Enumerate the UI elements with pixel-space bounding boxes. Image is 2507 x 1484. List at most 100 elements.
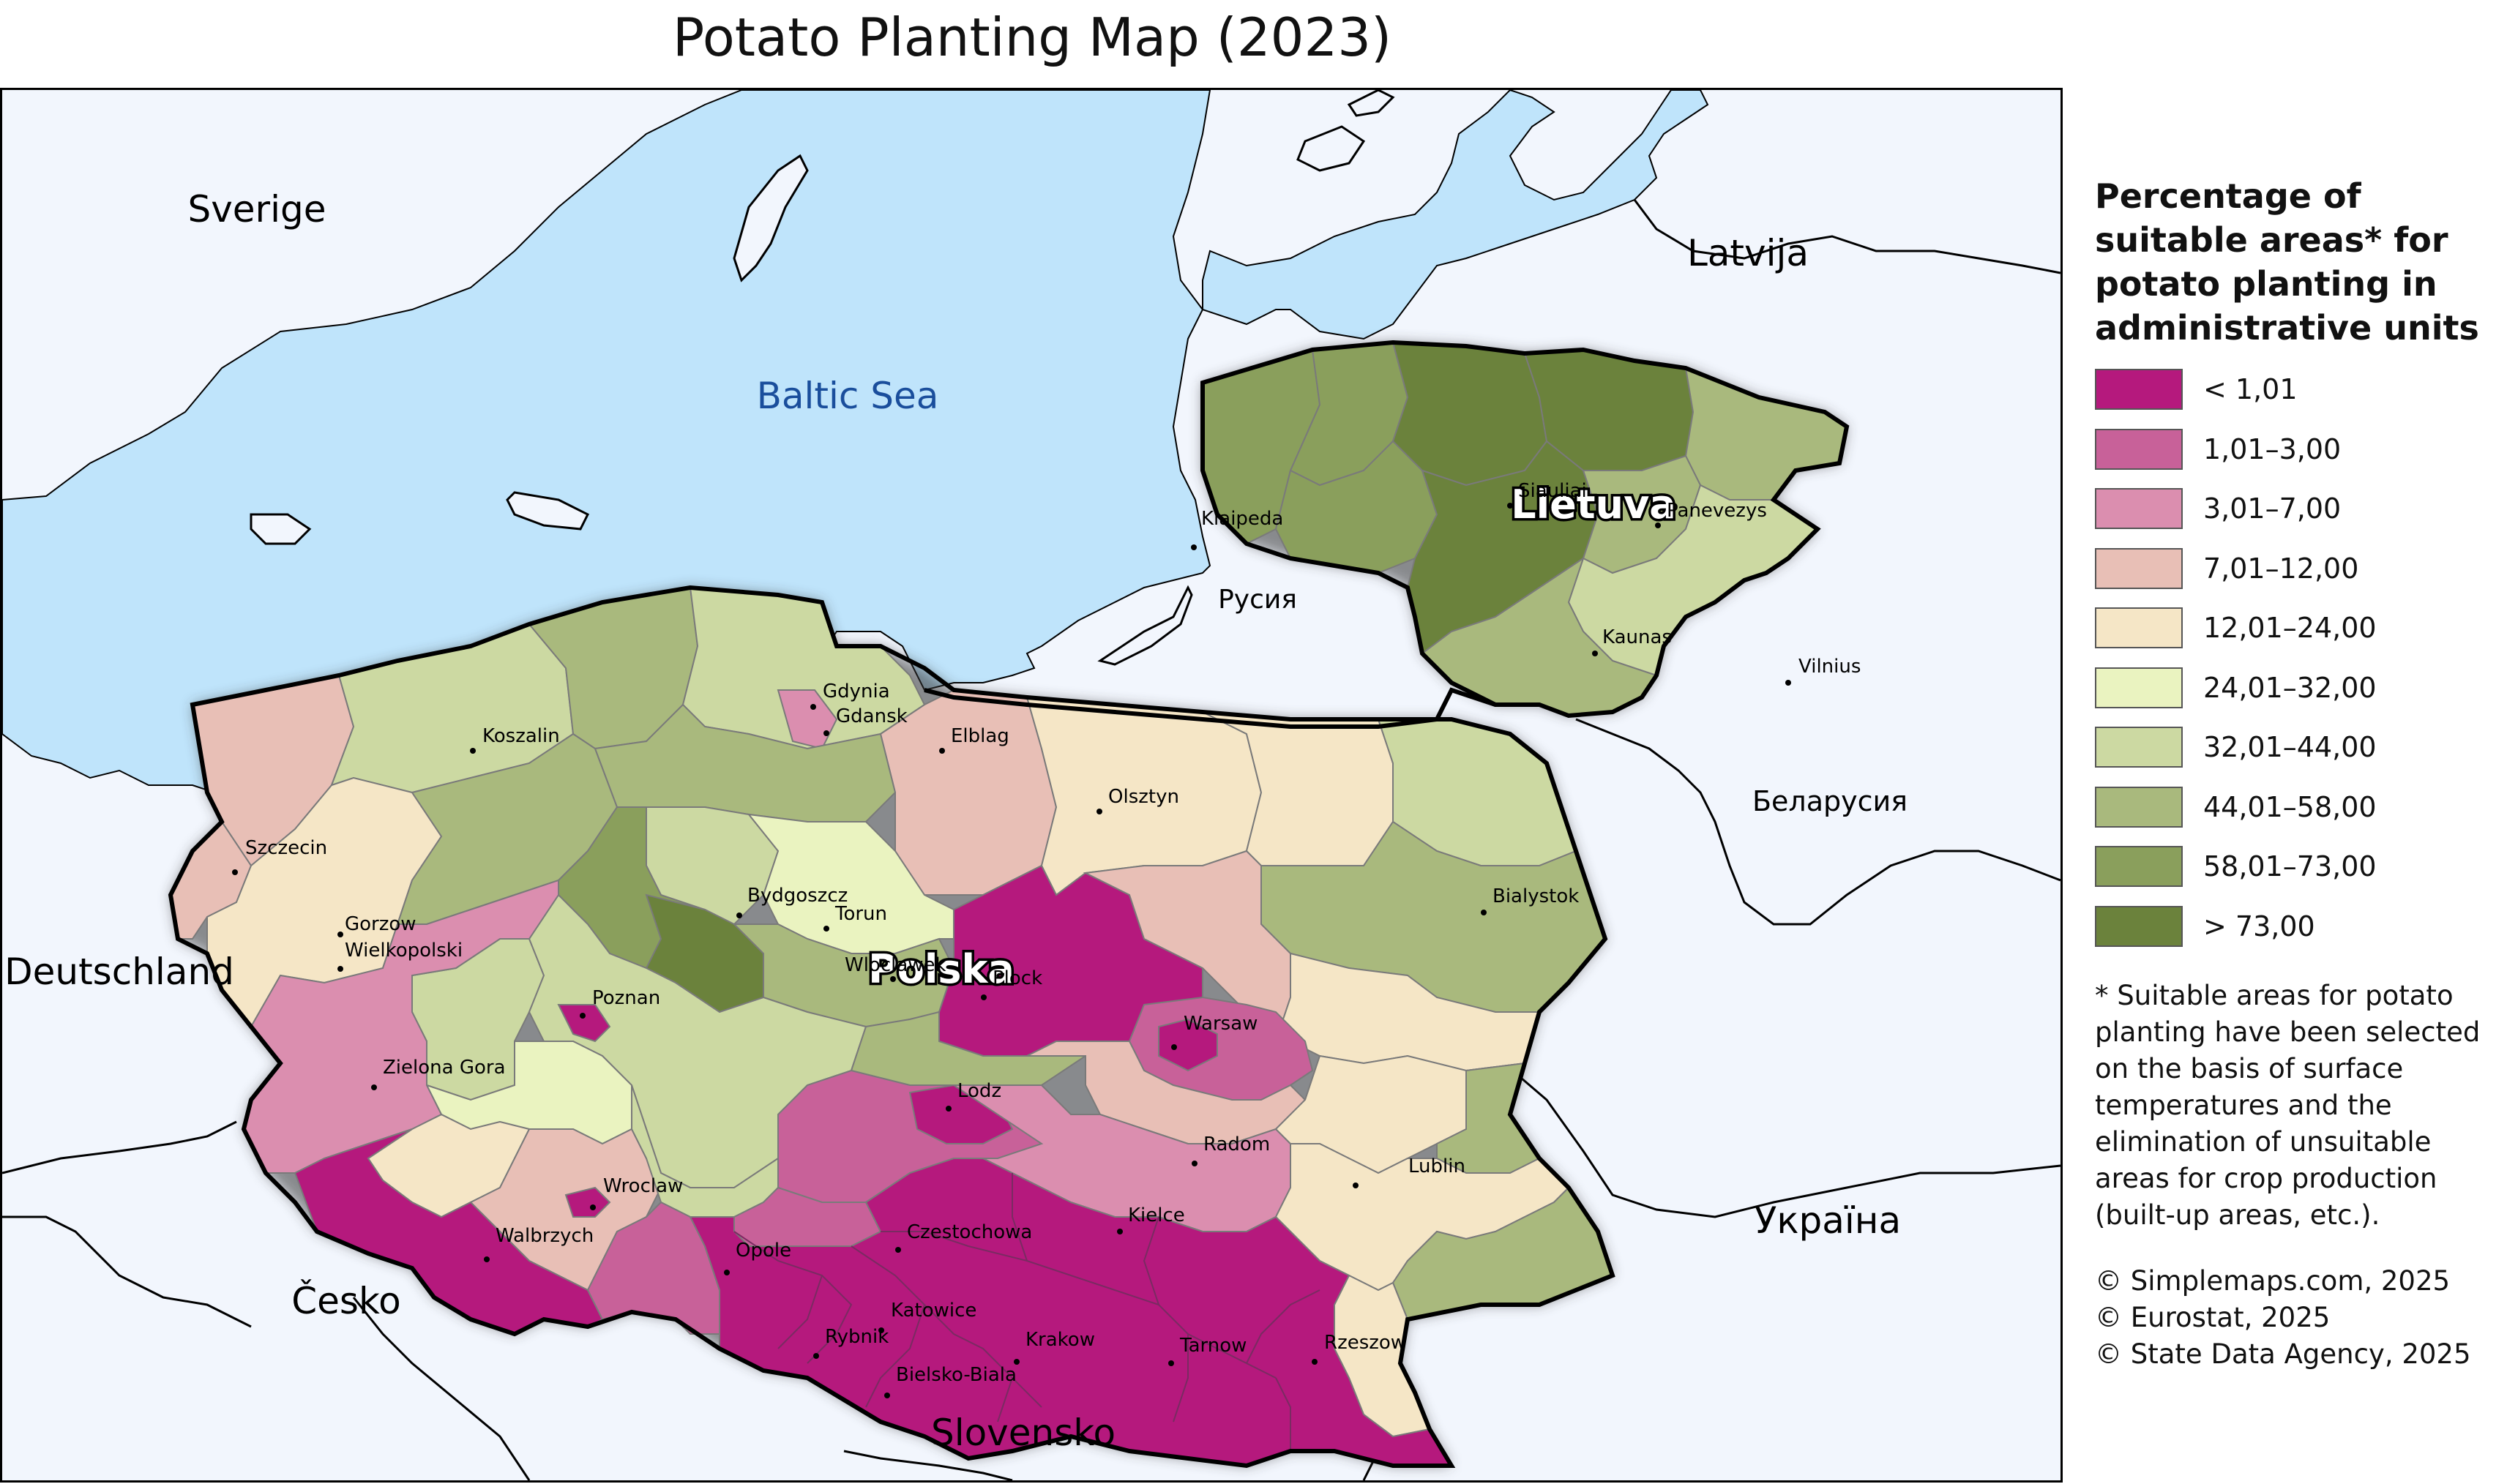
- credit-line: © State Data Agency, 2025: [2095, 1338, 2471, 1370]
- city-marker: Plock: [981, 967, 1042, 1000]
- city-marker: Tarnow: [1168, 1335, 1247, 1366]
- city-dot: [895, 1247, 901, 1253]
- city-marker: Kielce: [1117, 1204, 1185, 1234]
- city-label: Gdynia: [823, 681, 890, 702]
- legend-item: < 1,01: [2095, 369, 2505, 410]
- city-dot: [884, 1393, 890, 1398]
- city-marker: Zielona Gora: [371, 1057, 506, 1090]
- city-dot: [1117, 1229, 1123, 1234]
- city-dot: [724, 1270, 730, 1275]
- legend-item: 3,01–7,00: [2095, 488, 2505, 529]
- legend-swatch: [2095, 727, 2183, 768]
- city-dot: [1785, 680, 1791, 686]
- city-dot: [1592, 651, 1598, 656]
- oland-island: [733, 154, 809, 282]
- city-marker: Torun: [823, 903, 887, 932]
- city-dot: [1507, 503, 1513, 509]
- city-label: Torun: [834, 903, 887, 925]
- credit-line: © Eurostat, 2025: [2095, 1301, 2331, 1333]
- sea-label: Baltic Sea: [757, 375, 939, 417]
- legend-label: 7,01–12,00: [2203, 552, 2359, 585]
- city-marker: Wloclawek: [845, 954, 946, 982]
- country-label-deutschland: Deutschland: [4, 951, 234, 993]
- legend-item: 7,01–12,00: [2095, 547, 2505, 589]
- city-dot: [939, 748, 945, 754]
- city-marker: Kaunas: [1592, 626, 1672, 656]
- gotland-island: [506, 491, 590, 531]
- city-dot: [946, 1106, 952, 1112]
- city-label: Bialystok: [1492, 885, 1579, 907]
- legend-note: * Suitable areas for potato planting hav…: [2095, 979, 2481, 1231]
- city-marker: Krakow: [1014, 1329, 1095, 1365]
- city-marker: Wielkopolski: [337, 940, 463, 972]
- saaremaa-island: [1296, 125, 1366, 172]
- city-dot: [590, 1204, 596, 1210]
- city-marker: Lodz: [946, 1080, 1001, 1112]
- city-marker: Klaipeda: [1191, 508, 1283, 550]
- city-label: Zielona Gora: [383, 1057, 506, 1079]
- legend-swatch: [2095, 428, 2183, 470]
- city-marker: Bialystok: [1481, 885, 1579, 915]
- map-title: Potato Planting Map (2023): [672, 7, 1392, 68]
- city-label: Krakow: [1025, 1329, 1095, 1351]
- city-label: Wloclawek: [845, 954, 946, 976]
- city-marker: Elblag: [939, 725, 1009, 754]
- city-dot: [371, 1084, 377, 1090]
- map-frame[interactable]: Baltic Sea Sverige Latvija Lietuva Русия…: [0, 88, 2063, 1483]
- country-labels: Baltic Sea Sverige Latvija Lietuva Русия…: [4, 188, 1908, 1454]
- city-marker: Rybnik: [813, 1326, 889, 1359]
- legend: Percentage of suitable areas* for potato…: [2095, 174, 2505, 1373]
- poland-south-subdivisions: [733, 1173, 1320, 1451]
- city-dot: [878, 1327, 884, 1333]
- city-marker: Bielsko-Biala: [884, 1364, 1017, 1398]
- city-labels: Siauliai Panevezys Klaipeda Kaunas Vilnius Gd…: [232, 480, 1861, 1398]
- city-dot: [470, 748, 476, 754]
- city-marker: Walbrzych: [484, 1225, 594, 1262]
- country-label-lietuva: Lietuva: [1511, 481, 1675, 528]
- city-marker: Katowice: [878, 1300, 976, 1333]
- legend-label: 24,01–32,00: [2203, 671, 2377, 704]
- legend-item: 44,01–58,00: [2095, 786, 2505, 828]
- country-label-ukraina: Україна: [1755, 1199, 1901, 1242]
- city-marker: Gorzow: [337, 913, 416, 937]
- legend-swatch: [2095, 786, 2183, 828]
- city-label: Opole: [736, 1240, 791, 1262]
- city-dot: [337, 932, 343, 937]
- city-label: Plock: [993, 967, 1042, 989]
- city-marker: Koszalin: [470, 725, 560, 754]
- legend-item: 24,01–32,00: [2095, 667, 2505, 708]
- city-label: Tarnow: [1179, 1335, 1247, 1357]
- city-marker: Gdynia: [810, 681, 890, 710]
- city-dot: [823, 926, 829, 932]
- city-label: Koszalin: [482, 725, 560, 747]
- city-label: Lodz: [957, 1080, 1001, 1102]
- city-label: Siauliai: [1518, 480, 1587, 502]
- legend-label: 58,01–73,00: [2203, 850, 2377, 882]
- credit-line: © Simplemaps.com, 2025: [2095, 1264, 2451, 1297]
- city-label: Radom: [1203, 1133, 1270, 1155]
- legend-item: 12,01–24,00: [2095, 607, 2505, 648]
- curonian-spit: [1097, 585, 1193, 666]
- city-label: Warsaw: [1184, 1013, 1258, 1035]
- legend-item: > 73,00: [2095, 905, 2505, 947]
- city-label: Kaunas: [1602, 626, 1672, 648]
- city-marker: Panevezys: [1655, 500, 1767, 528]
- city-marker: Radom: [1192, 1133, 1270, 1166]
- city-label: Elblag: [951, 725, 1009, 747]
- lithuania-border: [1200, 340, 1850, 719]
- city-label: Katowice: [891, 1300, 976, 1322]
- city-dot: [736, 912, 742, 918]
- city-marker: Wroclaw: [590, 1175, 683, 1210]
- city-marker: Czestochowa: [895, 1221, 1032, 1253]
- russia-exclave-border: [924, 687, 1496, 729]
- legend-swatch: [2095, 547, 2183, 589]
- country-label-cesko: Česko: [291, 1279, 401, 1322]
- city-marker: Vilnius: [1785, 656, 1861, 686]
- city-dot: [810, 704, 816, 710]
- city-dot: [484, 1256, 490, 1262]
- legend-label: 1,01–3,00: [2203, 432, 2342, 465]
- country-label-sverige: Sverige: [187, 188, 326, 231]
- legend-label: 3,01–7,00: [2203, 492, 2342, 525]
- city-marker: Gdansk: [823, 705, 908, 736]
- map-canvas: Baltic Sea Sverige Latvija Lietuva Русия…: [2, 90, 2060, 1480]
